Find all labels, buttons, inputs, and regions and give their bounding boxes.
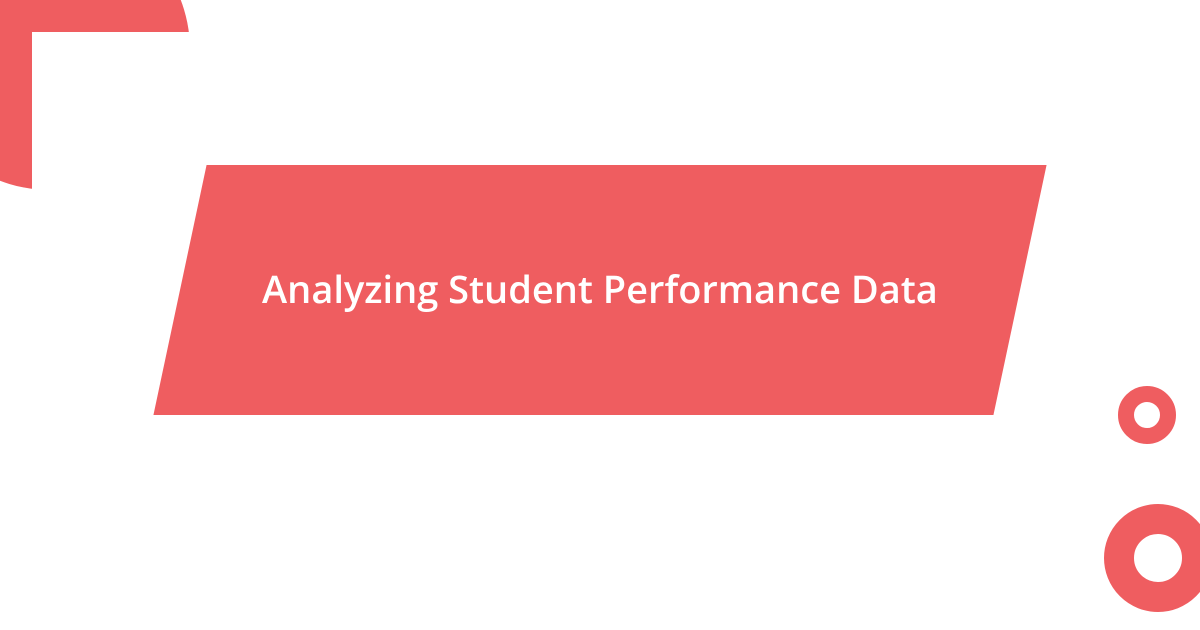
decorative-ring-large <box>1104 504 1200 612</box>
corner-cutout <box>32 32 212 212</box>
title-text: Analyzing Student Performance Data <box>262 266 938 314</box>
title-panel: Analyzing Student Performance Data <box>153 165 1046 415</box>
decorative-ring-small <box>1118 386 1176 444</box>
